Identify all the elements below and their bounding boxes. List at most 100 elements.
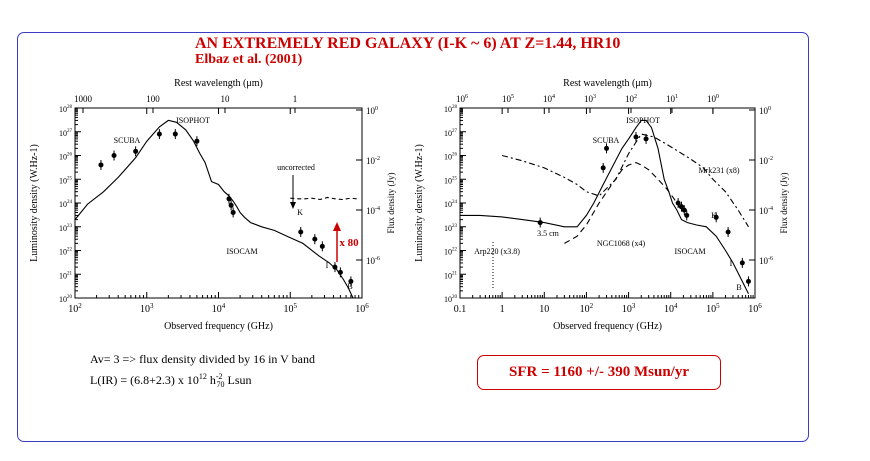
lir-note-hsub: 70 xyxy=(216,380,225,390)
panel2-annotation: Mrk231 (x8) xyxy=(698,166,739,175)
panel1-xtick-label: 103 xyxy=(140,302,154,315)
panel1-annotation: SCUBA xyxy=(114,136,141,145)
panel2-data-point xyxy=(681,207,687,213)
panel2-toptick-label: 103 xyxy=(584,94,596,104)
panel1-xtick-label: 102 xyxy=(68,302,82,315)
panel1-xtick-label: 105 xyxy=(284,302,298,315)
panel2-xtick-label: 106 xyxy=(748,302,762,315)
panel2-ytick-label: 1022 xyxy=(444,248,458,257)
lir-note-exp: 12 xyxy=(198,372,207,381)
panel2-xtick-label: 103 xyxy=(622,302,636,315)
panel2-data-point xyxy=(643,136,649,142)
panel2-data-point xyxy=(604,145,610,151)
panel2-ytick-label: 1023 xyxy=(444,224,458,233)
panel2-data-point xyxy=(537,220,543,226)
panel2-annotation: B xyxy=(736,283,741,292)
panel1-y2axis-title: Flux density (Jy) xyxy=(386,172,396,233)
panel2-data-point xyxy=(745,278,751,284)
panel2-annotation: I xyxy=(730,259,733,268)
panel1-data-point xyxy=(319,243,325,249)
panel2-annotation: SCUBA xyxy=(593,136,620,145)
panel1-annotation: I xyxy=(326,261,329,270)
panel2-data-point xyxy=(739,260,745,266)
panel2-top-axis-title: Rest wavelength (μm) xyxy=(563,78,652,89)
figure-title: AN EXTREMELY RED GALAXY (I-K ~ 6) AT Z=1… xyxy=(195,35,621,52)
panel2-data-point xyxy=(633,134,639,140)
panel1-toptick-label: 1 xyxy=(293,94,298,104)
panel1-data-point xyxy=(332,264,338,270)
panel2-ytick-label: 1021 xyxy=(444,271,458,280)
panel1-series-line-0 xyxy=(75,119,354,298)
panel2-series-line-0 xyxy=(460,119,749,295)
panel2-toptick-label: 101 xyxy=(666,94,678,104)
panel1-top-axis-title: Rest wavelength (μm) xyxy=(174,78,263,89)
panel1-toptick-label: 1000 xyxy=(74,94,93,104)
panel2-xtick-label: 10 xyxy=(539,304,549,315)
panel1-y2tick-label: 10-6 xyxy=(366,256,380,266)
panel1-data-point xyxy=(172,131,178,137)
panel1-toptick-label: 100 xyxy=(146,94,160,104)
panel2-plot-area xyxy=(460,119,751,295)
panel2-y2tick-label: 100 xyxy=(759,106,771,116)
panel1-y2tick-label: 10-4 xyxy=(366,206,380,216)
panel2-yaxis-title: Luminosity density (W.Hz-1) xyxy=(414,144,425,262)
panel1-xtick-label: 106 xyxy=(355,302,369,315)
panel2-ytick-label: 1020 xyxy=(444,295,458,304)
panel1-annotation: ISOCAM xyxy=(226,247,257,256)
panel2-ytick-label: 1026 xyxy=(444,153,458,162)
panel2-xtick-label: 102 xyxy=(580,302,594,315)
panel2-xtick-label: 105 xyxy=(706,302,720,315)
panel2-data-point xyxy=(600,165,606,171)
panel1-y2tick-label: 10-2 xyxy=(366,156,380,166)
panel1-data-point xyxy=(111,153,117,158)
lir-note-h: h xyxy=(209,373,216,387)
panel1-data-point xyxy=(194,138,200,144)
panel2-toptick-label: 100 xyxy=(707,94,719,104)
panel1-yaxis-title: Luminosity density (W.Hz-1) xyxy=(29,144,40,262)
panel1-ytick-label: 1025 xyxy=(59,176,73,185)
panel2-annotation: K xyxy=(711,211,717,220)
panel1-data-point xyxy=(133,148,139,154)
panel1-data-point xyxy=(312,236,318,242)
panel2-annotation: Arp220 (x3.8) xyxy=(474,247,520,256)
panel1-xtick-label: 104 xyxy=(212,302,226,315)
panel2-toptick-label: 106 xyxy=(456,94,468,104)
panel1-uncorrected-arrowhead xyxy=(290,202,296,209)
panel1-annotation: B xyxy=(347,282,352,291)
figure-frame xyxy=(17,32,809,442)
panel2-annotation: ISOCAM xyxy=(674,247,705,256)
panel1-data-point xyxy=(348,278,354,284)
panel2-ytick-label: 1025 xyxy=(444,176,458,185)
panel1-ytick-label: 1028 xyxy=(59,105,73,114)
panel1-data-point xyxy=(337,269,343,275)
panel2-series-line-1 xyxy=(564,162,682,244)
panel1-data-point xyxy=(230,209,236,215)
panel2-y2tick-label: 10-4 xyxy=(759,206,773,216)
panel2-xtick-label: 1 xyxy=(500,304,505,315)
panel1-ytick-label: 1026 xyxy=(59,153,73,162)
panel1-data-point xyxy=(228,202,234,208)
sfr-box: SFR = 1160 +/- 390 Msun/yr xyxy=(477,355,721,390)
panel1-x80-label: x 80 xyxy=(339,237,359,249)
panel2-xaxis-title: Observed frequency (GHz) xyxy=(553,321,662,332)
figure-subtitle: Elbaz et al. (2001) xyxy=(195,52,303,67)
panel2-toptick-label: 102 xyxy=(625,94,637,104)
panel1-annotation: uncorrected xyxy=(277,163,315,172)
panel2-data-point xyxy=(678,204,684,210)
lir-note: L(IR) = (6.8+2.3) x 1012 h-270 Lsun xyxy=(90,370,252,392)
panel2-xtick-label: 0.1 xyxy=(454,304,467,315)
panel1-xaxis-title: Observed frequency (GHz) xyxy=(164,321,273,332)
panel1-red-arrow-head xyxy=(333,222,341,231)
panel1-y2tick-label: 100 xyxy=(366,106,378,116)
panel1-toptick-label: 10 xyxy=(221,94,231,104)
lir-note-unit: Lsun xyxy=(227,373,252,387)
panel2-annotation: 3.5 cm xyxy=(537,229,560,238)
panel1-annotation: ISOPHOT xyxy=(176,116,210,125)
panel1-ytick-label: 1027 xyxy=(59,129,73,138)
panel2-y2axis-title: Flux density (Jy) xyxy=(779,172,789,233)
panel2-xtick-label: 104 xyxy=(664,302,678,315)
panel1-data-point xyxy=(298,229,304,235)
panel2-y2tick-label: 10-2 xyxy=(759,156,773,166)
panel2-toptick-label: 105 xyxy=(502,94,514,104)
